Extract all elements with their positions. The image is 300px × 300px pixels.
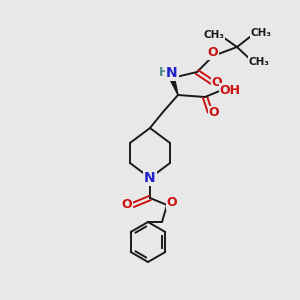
Text: O: O — [209, 106, 219, 119]
Text: OH: OH — [220, 83, 241, 97]
Text: O: O — [208, 46, 218, 59]
Text: O: O — [167, 196, 177, 208]
Text: CH₃: CH₃ — [203, 30, 224, 40]
Text: O: O — [122, 199, 132, 212]
Polygon shape — [169, 77, 178, 95]
Text: O: O — [212, 76, 222, 88]
Text: CH₃: CH₃ — [248, 57, 269, 67]
Text: CH₃: CH₃ — [250, 28, 272, 38]
Text: N: N — [144, 171, 156, 185]
Text: N: N — [166, 66, 178, 80]
Text: H: H — [159, 67, 169, 80]
